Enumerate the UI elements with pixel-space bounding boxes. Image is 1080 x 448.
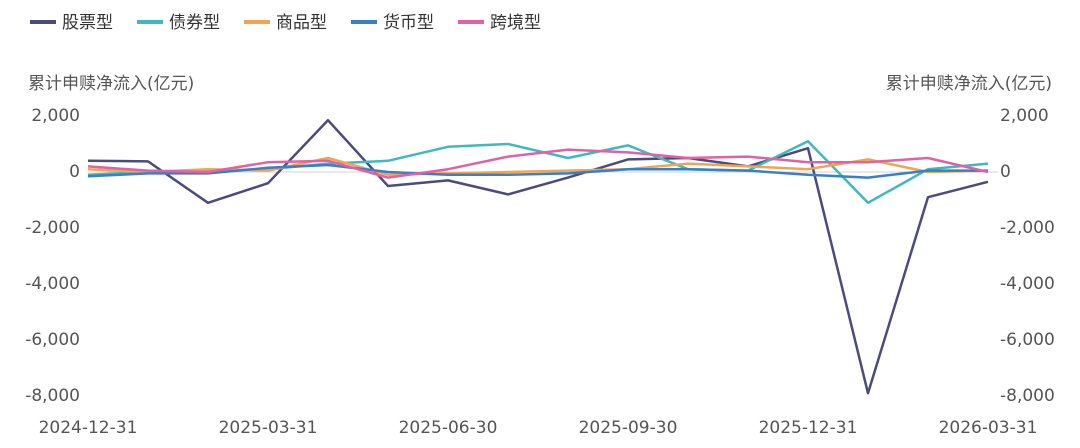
y2-tick-label: -4,000 [1000,274,1055,294]
x-tick-label: 2025-03-31 [219,418,318,438]
y2-tick-label: 2,000 [1000,106,1049,126]
legend-label: 货币型 [383,13,434,33]
x-tick-label: 2024-12-31 [39,418,138,438]
legend-label: 跨境型 [490,13,541,33]
y2-tick-label: -6,000 [1000,330,1055,350]
series-line [87,118,989,395]
legend-label: 商品型 [276,13,327,33]
series-line [87,163,988,179]
legend-label: 股票型 [62,13,113,33]
x-tick-label: 2026-03-31 [939,418,1038,438]
y-axis-label: 累计申赎净流入(亿元) [28,74,194,94]
y-tick-label: -8,000 [25,386,80,406]
y-tick-label: -2,000 [25,218,80,238]
legend-label: 债券型 [169,13,220,33]
y-tick-label: -6,000 [25,330,80,350]
y-tick-label: -4,000 [25,274,80,294]
series-line [87,148,989,179]
x-tick-label: 2025-12-31 [759,418,858,438]
y-tick-label: 0 [69,162,80,182]
x-tick-label: 2025-06-30 [399,418,498,438]
y2-tick-label: 0 [1000,162,1011,182]
y2-axis-label: 累计申赎净流入(亿元) [886,74,1052,94]
y-tick-label: 2,000 [31,106,80,126]
x-tick-label: 2025-09-30 [579,418,678,438]
y2-tick-label: -2,000 [1000,218,1055,238]
y2-tick-label: -8,000 [1000,386,1055,406]
